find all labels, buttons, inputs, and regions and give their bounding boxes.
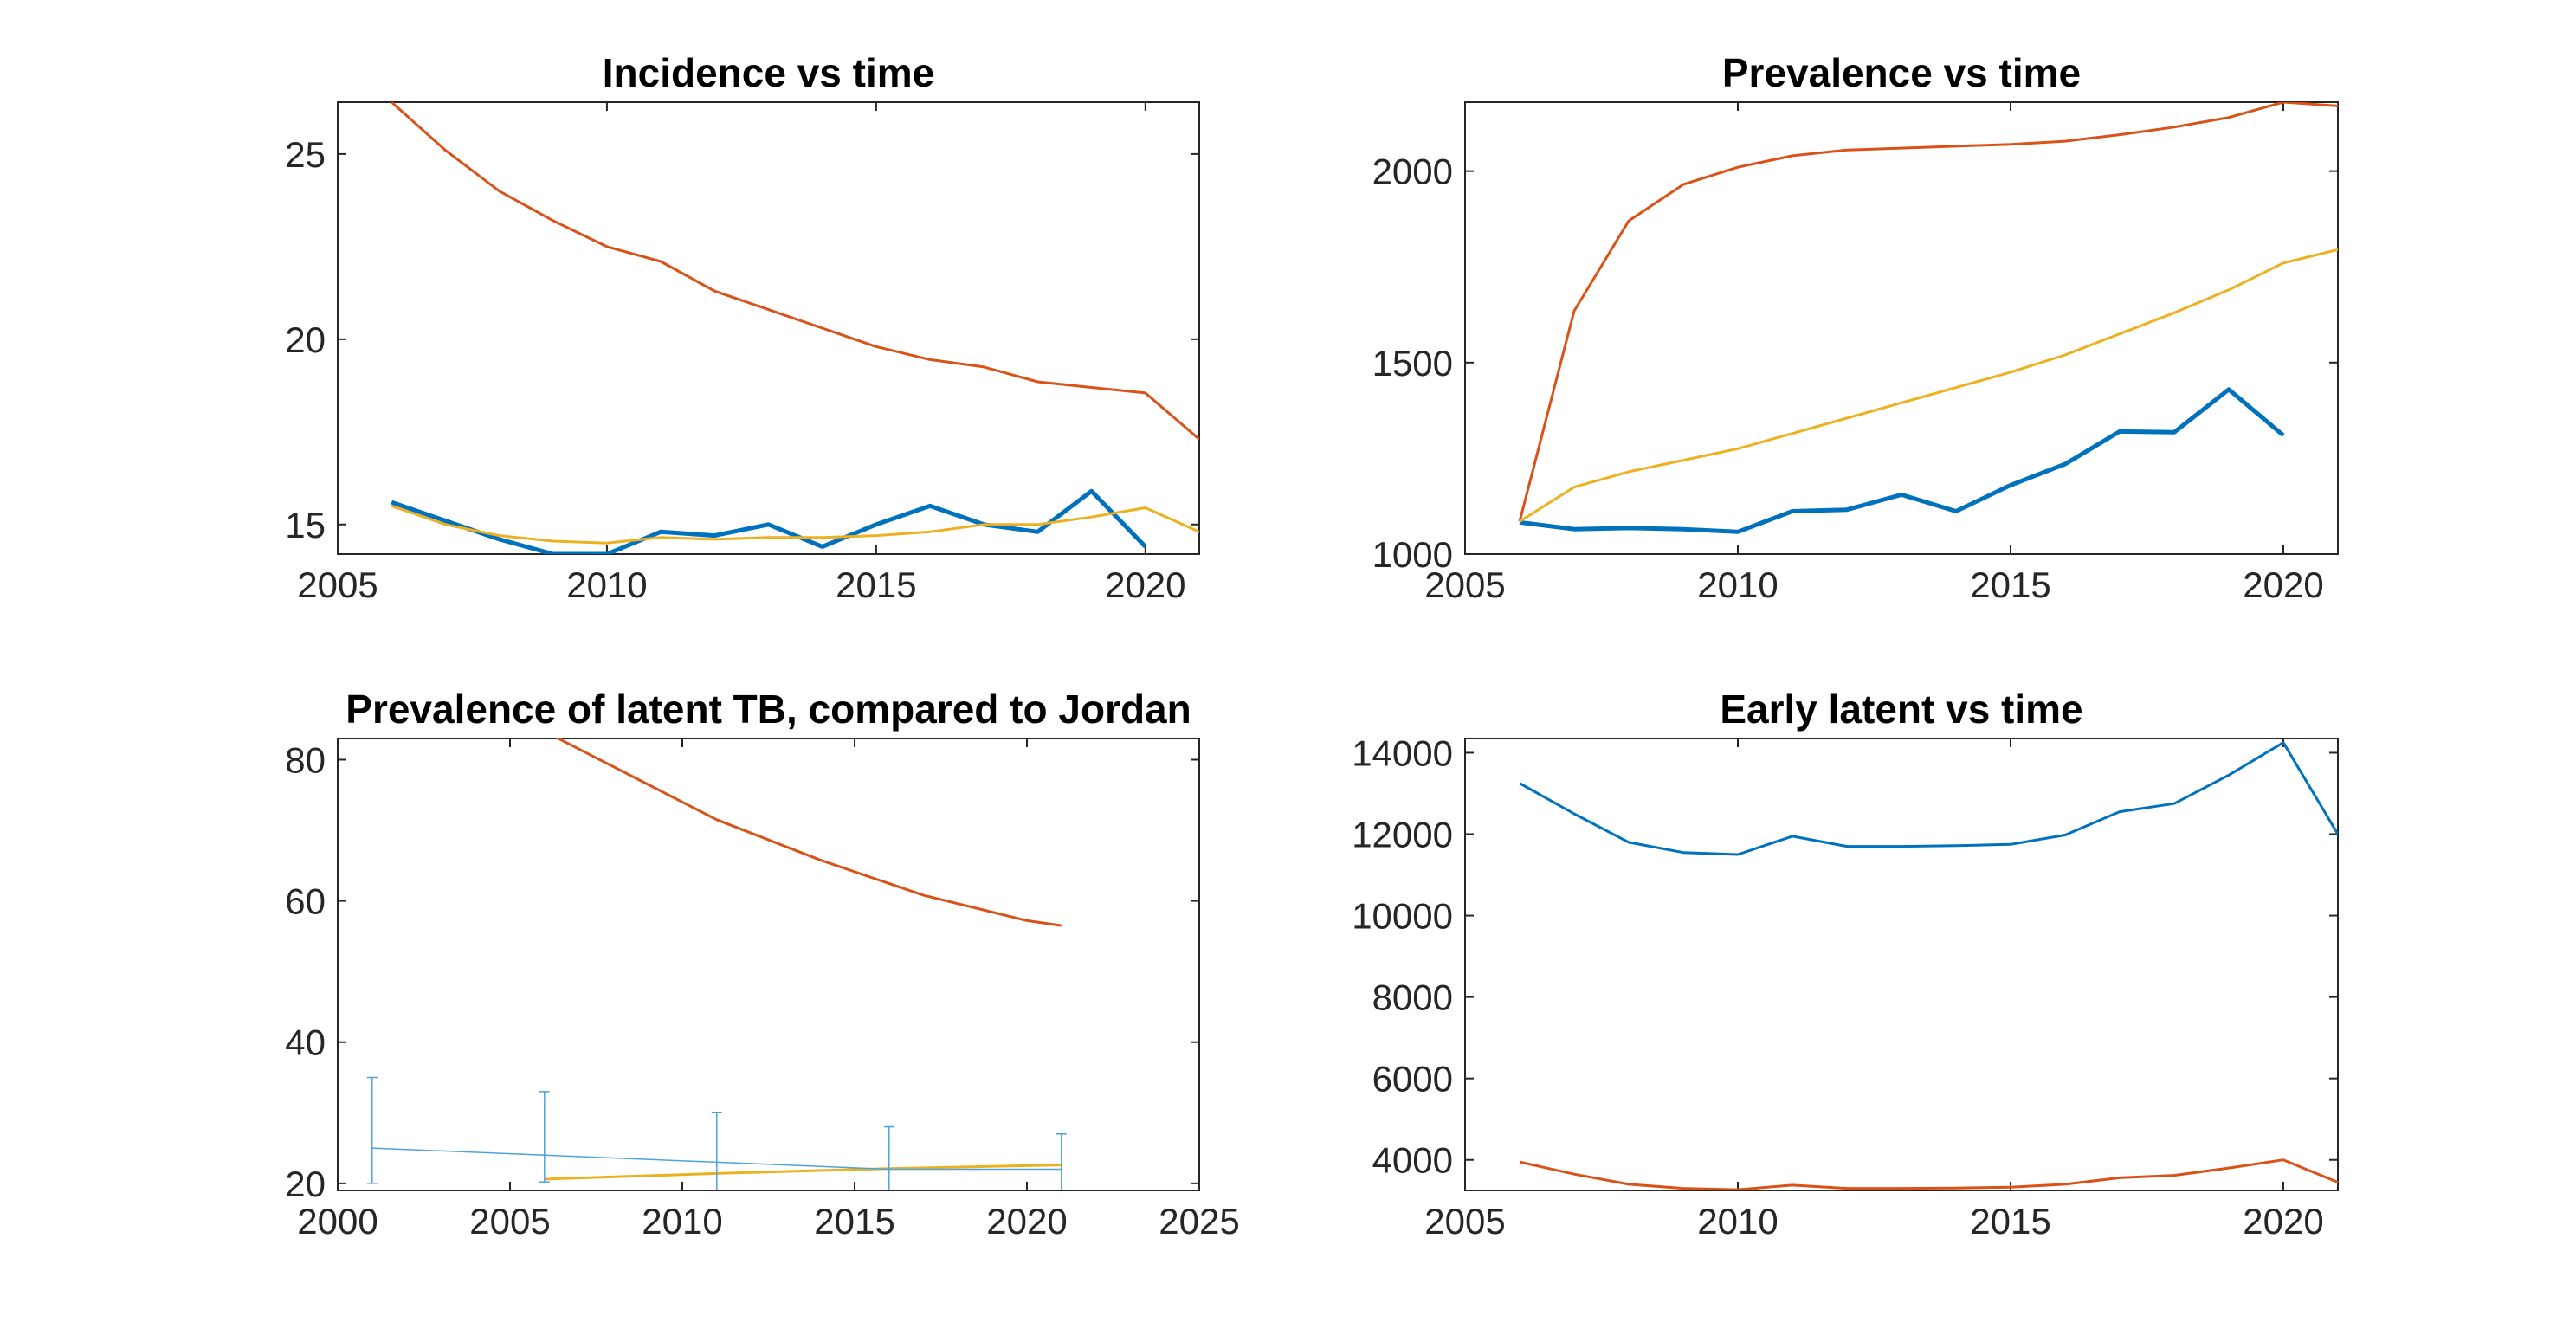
- x-tick-label: 2015: [836, 564, 916, 605]
- y-tick-label: 25: [285, 134, 326, 175]
- x-tick-label: 2020: [986, 1201, 1067, 1241]
- x-tick-label: 2015: [814, 1201, 894, 1241]
- plot-area: [366, 738, 1067, 1190]
- chart-title: Prevalence of latent TB, compared to Jor…: [345, 687, 1191, 732]
- chart-title: Prevalence vs time: [1722, 50, 2081, 95]
- panel-prevalence-of-latent-tb: Prevalence of latent TB, compared to Jor…: [285, 687, 1239, 1241]
- x-tick-label: 2005: [1424, 564, 1505, 605]
- x-tick-label: 2010: [642, 1201, 722, 1241]
- axes-box: [1464, 738, 2339, 1191]
- plot-area: [1518, 102, 2338, 534]
- series-line-0: [1518, 102, 2338, 522]
- series-line-1: [391, 488, 1147, 554]
- y-tick-label: 40: [285, 1022, 326, 1063]
- x-tick-label: 2015: [1970, 564, 2050, 605]
- series-line-1: [544, 1164, 1062, 1181]
- series-line-1: [1519, 387, 2285, 534]
- y-tick-label: 4000: [1372, 1140, 1453, 1181]
- y-tick-label: 1000: [1372, 534, 1453, 575]
- y-tick-label: 8000: [1372, 977, 1453, 1018]
- panel-incidence-vs-time: Incidence vs time 2005 2010 2015 2020 15 20 25: [285, 50, 1200, 605]
- x-tick-label: 2015: [1970, 1201, 2050, 1241]
- y-tick-label: 1500: [1372, 343, 1453, 384]
- x-tick-label: 2025: [1159, 1201, 1239, 1241]
- y-tick-label: 6000: [1372, 1059, 1453, 1100]
- y-tick-label: 2000: [1372, 152, 1453, 192]
- plot-area: [1519, 741, 2338, 1190]
- x-tick-label: 2010: [1697, 1201, 1778, 1241]
- axes-box: [337, 101, 1200, 555]
- y-tick-label: 20: [285, 319, 326, 360]
- series-line-0: [1519, 741, 2338, 856]
- x-tick-label: 2010: [566, 564, 647, 605]
- x-tick-label: 2020: [1105, 564, 1185, 605]
- x-tick-label: 2005: [469, 1201, 550, 1241]
- x-tick-label: 2010: [1697, 564, 1778, 605]
- axes-box: [1464, 101, 2339, 555]
- y-tick-label: 10000: [1352, 896, 1453, 937]
- panel-prevalence-vs-time: Prevalence vs time 2005 2010 2015 2020 1000 15…: [1372, 50, 2339, 605]
- y-tick-label: 14000: [1352, 732, 1453, 773]
- x-tick-label: 2000: [297, 1201, 378, 1241]
- axes-box: [337, 738, 1200, 1191]
- x-tick-label: 2005: [297, 564, 378, 605]
- y-tick-label: 15: [285, 505, 326, 545]
- series-line-0: [391, 102, 1199, 441]
- series-line-0: [555, 738, 1062, 927]
- chart-title: Incidence vs time: [603, 50, 935, 95]
- panel-early-latent-vs-time: Early latent vs time 2005 2010 2015 2020 4000…: [1352, 687, 2339, 1241]
- y-tick-label: 60: [285, 881, 326, 922]
- y-tick-label: 12000: [1352, 815, 1453, 855]
- series-line-1: [1519, 1158, 2338, 1190]
- chart-title: Early latent vs time: [1720, 687, 2082, 732]
- x-tick-label: 2020: [2243, 564, 2323, 605]
- x-tick-label: 2020: [2243, 1201, 2323, 1241]
- y-tick-label: 20: [285, 1164, 326, 1204]
- x-tick-label: 2005: [1424, 1201, 1505, 1241]
- y-tick-label: 80: [285, 739, 326, 780]
- series-line-2: [391, 504, 1199, 545]
- series-line-2: [1519, 248, 2338, 523]
- plot-area: [391, 102, 1199, 554]
